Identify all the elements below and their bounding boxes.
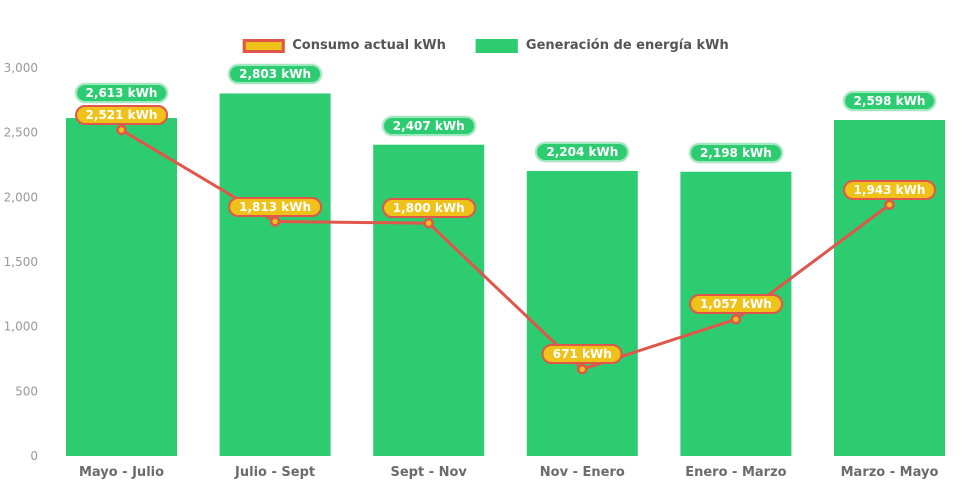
consumo-line-marker[interactable] bbox=[730, 314, 742, 325]
x-axis-category-label: Marzo - Mayo bbox=[841, 465, 939, 480]
legend-label-consumo-actual: Consumo actual kWh bbox=[292, 38, 446, 53]
consumo-line-marker[interactable] bbox=[116, 124, 127, 136]
consumo-line-marker[interactable] bbox=[577, 363, 588, 375]
consumo-actual-swatch-icon bbox=[242, 38, 285, 53]
consumo-line-marker[interactable] bbox=[884, 199, 895, 210]
generacion-energia-swatch-icon bbox=[475, 38, 518, 53]
y-axis-tick-label: 1,000 bbox=[4, 320, 38, 334]
generacion-bar[interactable] bbox=[219, 93, 331, 456]
generacion-bar[interactable] bbox=[526, 170, 638, 456]
x-axis-category-label: Sept - Nov bbox=[390, 465, 467, 480]
consumo-line-marker[interactable] bbox=[269, 216, 281, 227]
y-axis-tick-label: 3,000 bbox=[4, 61, 38, 75]
legend-label-generacion-energia: Generación de energía kWh bbox=[525, 38, 729, 53]
consumo-value-label: 2,521 kWh bbox=[74, 104, 169, 125]
legend-item-generacion-energia[interactable]: Generación de energía kWh bbox=[475, 38, 729, 53]
generacion-bar[interactable] bbox=[834, 119, 945, 456]
generacion-value-label: 2,204 kWh bbox=[535, 141, 630, 162]
consumo-value-label: 1,813 kWh bbox=[228, 196, 323, 217]
consumo-line-marker[interactable] bbox=[423, 217, 434, 229]
generacion-value-label: 2,598 kWh bbox=[842, 90, 937, 111]
y-axis-tick-label: 2,500 bbox=[4, 126, 38, 140]
x-axis-category-label: Julio - Sept bbox=[234, 465, 315, 480]
legend-item-consumo-actual[interactable]: Consumo actual kWh bbox=[242, 38, 446, 53]
consumo-value-label: 1,800 kWh bbox=[381, 198, 476, 219]
consumo-value-label: 671 kWh bbox=[541, 344, 623, 365]
x-axis-category-label: Enero - Marzo bbox=[685, 465, 786, 480]
x-axis-category-label: Mayo - Julio bbox=[79, 465, 164, 480]
y-axis-tick-label: 2,000 bbox=[4, 190, 38, 204]
x-axis-category-label: Nov - Enero bbox=[540, 465, 625, 480]
generacion-bar[interactable] bbox=[66, 118, 177, 456]
generacion-value-label: 2,198 kWh bbox=[688, 142, 783, 163]
generacion-value-label: 2,803 kWh bbox=[228, 64, 323, 85]
y-axis-tick-label: 0 bbox=[30, 449, 38, 463]
y-axis-tick-label: 1,500 bbox=[4, 255, 38, 269]
generacion-value-label: 2,613 kWh bbox=[74, 82, 169, 103]
chart-legend: Consumo actual kWh Generación de energía… bbox=[242, 38, 729, 53]
y-axis-tick-label: 500 bbox=[15, 384, 38, 398]
consumo-value-label: 1,943 kWh bbox=[842, 179, 937, 200]
generacion-bar[interactable] bbox=[373, 144, 485, 456]
consumo-value-label: 1,057 kWh bbox=[688, 294, 783, 315]
generacion-value-label: 2,407 kWh bbox=[381, 115, 476, 136]
